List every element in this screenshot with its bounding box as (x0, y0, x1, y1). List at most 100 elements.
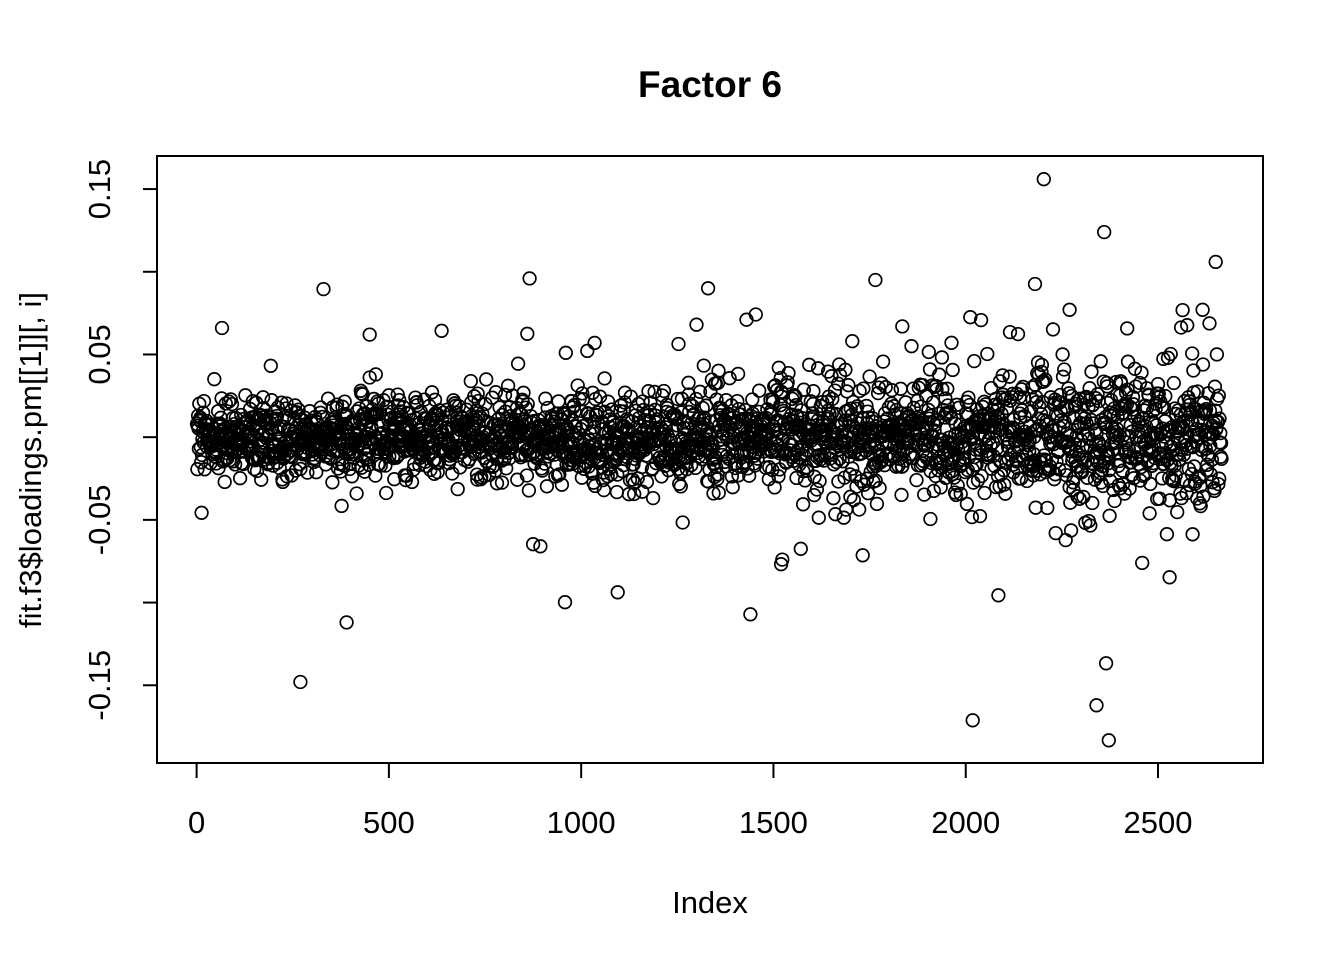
data-point (906, 381, 921, 396)
data-point (706, 486, 721, 501)
data-point (709, 392, 724, 407)
data-point (552, 467, 567, 482)
data-point (1058, 532, 1073, 548)
data-point (1101, 456, 1116, 471)
data-point (1211, 476, 1226, 492)
data-point (855, 548, 870, 563)
data-point (1109, 435, 1124, 450)
data-point (695, 400, 710, 416)
data-point (972, 508, 988, 524)
data-point (980, 346, 995, 362)
data-point (840, 403, 856, 418)
data-point (463, 373, 478, 389)
x-tick-label: 0 (188, 805, 205, 840)
data-point (825, 391, 840, 407)
data-point (522, 271, 537, 286)
data-point (1173, 320, 1189, 335)
data-point (1184, 466, 1200, 482)
data-point (628, 403, 643, 418)
data-point (371, 456, 387, 472)
data-point (392, 392, 407, 408)
data-point (334, 498, 349, 514)
data-point (961, 390, 976, 405)
data-point (894, 487, 909, 503)
data-point (1063, 523, 1079, 538)
data-point (731, 468, 746, 483)
data-point (812, 473, 827, 489)
data-point (616, 457, 631, 473)
data-point (1033, 452, 1048, 467)
data-point (1195, 357, 1211, 372)
data-point (647, 384, 662, 400)
data-point (551, 394, 566, 409)
data-point (739, 312, 754, 327)
data-point (378, 458, 393, 473)
data-point (1125, 390, 1141, 405)
data-point (1062, 302, 1077, 317)
data-point (671, 336, 686, 352)
data-point (263, 358, 278, 373)
x-tick-label: 1500 (739, 805, 808, 840)
x-axis-label: Index (672, 885, 748, 920)
data-point (836, 510, 851, 525)
data-point (1057, 362, 1072, 377)
data-point (970, 473, 986, 488)
data-point (1028, 500, 1043, 515)
x-tick-label: 2500 (1124, 805, 1193, 840)
data-point (964, 509, 980, 525)
y-tick-label: -0.05 (82, 485, 117, 556)
data-point (875, 354, 891, 369)
data-point (1134, 365, 1149, 380)
y-tick-label: 0.05 (82, 324, 117, 384)
data-point (1142, 506, 1157, 521)
data-point (1160, 350, 1176, 365)
data-point (499, 461, 514, 476)
data-point (293, 461, 308, 477)
data-point (1002, 324, 1018, 340)
data-point (557, 595, 573, 610)
data-point (679, 462, 695, 477)
data-point (270, 400, 285, 415)
data-point (390, 387, 405, 402)
data-point (959, 496, 975, 512)
data-point (510, 356, 526, 371)
data-point (1032, 399, 1047, 414)
data-point (224, 396, 240, 412)
data-point (958, 464, 973, 480)
data-point (627, 486, 642, 502)
data-point (1207, 483, 1222, 499)
data-point (623, 389, 638, 404)
data-point (621, 487, 637, 502)
data-point (1185, 527, 1200, 542)
data-point (554, 477, 570, 492)
data-point (809, 482, 825, 497)
data-point (594, 422, 609, 437)
data-point (1167, 474, 1182, 489)
data-point (846, 492, 861, 508)
data-point (467, 389, 482, 404)
data-point (639, 474, 655, 490)
data-point (988, 391, 1003, 407)
data-point (940, 398, 955, 413)
data-point (344, 469, 360, 484)
data-point (1211, 388, 1226, 403)
data-point (1175, 302, 1190, 318)
data-point (641, 384, 656, 399)
data-point (217, 474, 232, 490)
data-point (1085, 495, 1100, 511)
data-point (269, 408, 285, 424)
data-point (730, 366, 746, 382)
data-point (1190, 384, 1205, 399)
data-point (1159, 527, 1175, 542)
data-point (1135, 468, 1151, 483)
data-point (1080, 470, 1095, 485)
data-point (1212, 411, 1227, 426)
data-point (745, 392, 760, 407)
data-point (354, 460, 369, 475)
data-point (974, 468, 989, 484)
data-point (1107, 493, 1122, 509)
data-point (1117, 486, 1132, 501)
data-point (600, 394, 616, 409)
data-point (868, 473, 883, 488)
